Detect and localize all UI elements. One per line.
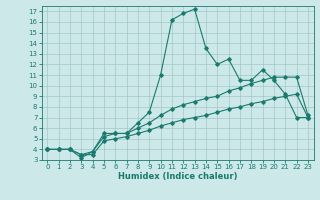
X-axis label: Humidex (Indice chaleur): Humidex (Indice chaleur)	[118, 172, 237, 181]
